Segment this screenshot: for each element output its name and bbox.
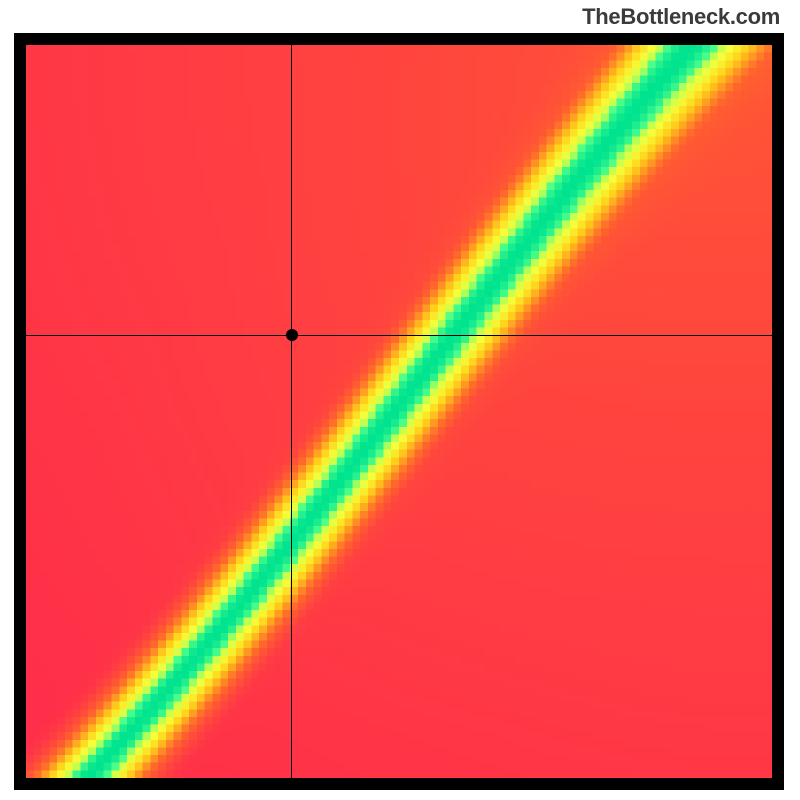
- crosshair-horizontal: [26, 335, 772, 336]
- data-point-marker: [286, 329, 298, 341]
- attribution-text: TheBottleneck.com: [582, 4, 780, 30]
- heatmap-canvas: [26, 45, 772, 778]
- chart-container: TheBottleneck.com: [0, 0, 800, 800]
- crosshair-vertical: [291, 45, 292, 778]
